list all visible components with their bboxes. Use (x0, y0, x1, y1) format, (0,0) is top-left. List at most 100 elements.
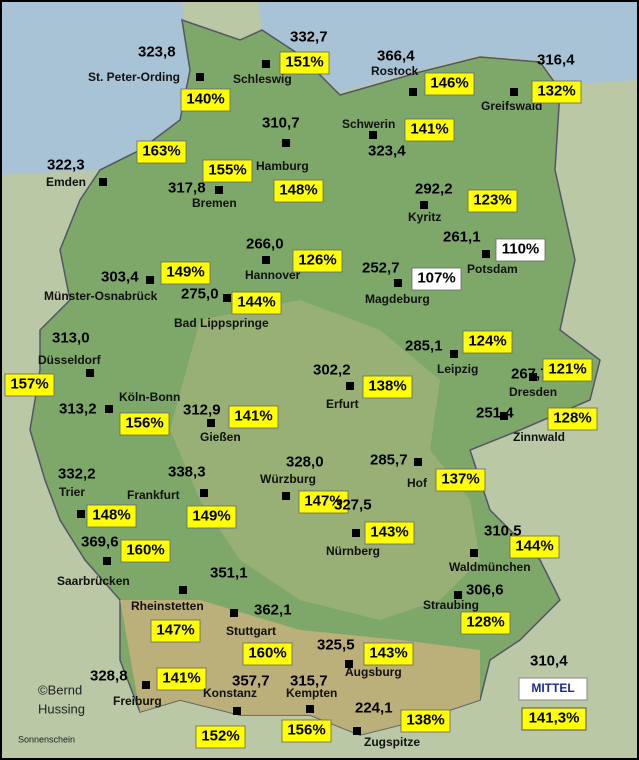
station-marker (99, 178, 107, 186)
station-marker (454, 591, 462, 599)
station-percent: 110% (502, 240, 540, 257)
percent-box (279, 51, 330, 75)
station-marker (207, 419, 215, 427)
station-hours: 369,6 (81, 533, 119, 550)
station-marker (262, 60, 270, 68)
percent-box (231, 291, 282, 315)
percent-box (509, 535, 560, 559)
station-hours: 251,4 (476, 404, 514, 421)
station-percent: 138% (406, 711, 444, 728)
station-percent: 107% (417, 269, 455, 286)
station-name: Trier (59, 485, 85, 499)
station-percent: 155% (208, 161, 246, 178)
station-name: Würzburg (260, 472, 316, 486)
station-percent: 137% (441, 470, 479, 487)
station-name: Hof (407, 476, 428, 490)
station-hours: 317,8 (168, 179, 206, 196)
labels: 323,8 St. Peter-Ording 140% 332,7 Schleswig 1… (4, 28, 598, 749)
station-name: Saarbrücken (57, 574, 130, 588)
station-percent: 156% (125, 414, 163, 431)
percent-box (362, 375, 413, 399)
credit: ©Bernd (38, 683, 82, 698)
station-name: Greifswald (481, 99, 542, 113)
station-marker (282, 492, 290, 500)
station-hours: 323,8 (138, 43, 176, 60)
station-name: St. Peter-Ording (88, 70, 180, 84)
station-name: Augsburg (345, 665, 402, 679)
percent-box (86, 504, 137, 528)
percent-box (531, 80, 582, 104)
station-hours: 366,4 (377, 47, 415, 64)
station-hours: 313,0 (52, 329, 90, 346)
station-percent: 128% (553, 409, 591, 426)
station-name: Freiburg (113, 694, 162, 708)
percent-box (150, 619, 201, 643)
station-name: Bremen (192, 196, 237, 210)
station-hours: 267,7 (511, 365, 549, 382)
station-marker (230, 609, 238, 617)
station-hours: 327,5 (334, 496, 372, 513)
station-marker (529, 373, 537, 381)
station-name: Hannover (245, 268, 301, 282)
station-percent: 152% (201, 727, 239, 744)
station-marker (142, 681, 150, 689)
station-name: Kempten (286, 686, 337, 700)
station-name: Frankfurt (127, 488, 180, 502)
station-hours: 332,7 (290, 28, 328, 45)
station-hours: 351,1 (210, 564, 248, 581)
station-percent: 149% (192, 507, 230, 524)
station-hours: 332,2 (58, 465, 96, 482)
percent-box (495, 238, 546, 262)
station-marker (306, 705, 314, 713)
station-percent: 138% (368, 377, 406, 394)
station-percent: 124% (468, 332, 506, 349)
station-hours: 328,0 (286, 453, 324, 470)
percent-box (195, 725, 246, 749)
percent-box (435, 468, 486, 492)
alps (120, 600, 480, 735)
percent-box (136, 140, 187, 164)
station-hours: 266,0 (246, 235, 284, 252)
station-percent: 141% (162, 669, 200, 686)
station-hours: 316,4 (537, 51, 575, 68)
station-hours: 315,7 (290, 672, 328, 689)
station-name: Emden (46, 175, 86, 189)
station-percent: 141% (410, 120, 448, 137)
station-percent: 160% (248, 644, 286, 661)
station-name: Zugspitze (364, 735, 420, 749)
station-name: Kyritz (408, 210, 441, 224)
station-hours: 275,0 (181, 285, 219, 302)
station-name: Rheinstetten (131, 599, 204, 613)
mean-hours: 310,4 (530, 652, 568, 669)
station-marker (482, 250, 490, 258)
station-marker (262, 256, 270, 264)
station-percent: 143% (370, 523, 408, 540)
station-percent: 143% (369, 644, 407, 661)
percent-box (228, 405, 279, 429)
station-marker (86, 369, 94, 377)
station-marker (223, 294, 231, 302)
station-hours: 310,5 (484, 522, 522, 539)
percent-box (186, 505, 237, 529)
mean-percent-box (521, 707, 587, 731)
credit: Hussing (38, 702, 85, 717)
station-marker (352, 529, 360, 537)
mean-label: MITTEL (531, 681, 574, 695)
station-marker (369, 131, 377, 139)
percent-box (424, 72, 475, 96)
station-name: Köln-Bonn (119, 390, 180, 404)
mean-box (518, 677, 588, 701)
station-percent: 123% (473, 191, 511, 208)
station-hours: 302,2 (313, 361, 351, 378)
station-percent: 151% (285, 53, 323, 70)
percent-box (156, 667, 207, 691)
station-marker (414, 458, 422, 466)
station-marker (345, 660, 353, 668)
station-name: Nürnberg (326, 544, 380, 558)
station-percent: 160% (126, 541, 164, 558)
station-marker (510, 88, 518, 96)
station-percent: 148% (279, 181, 317, 198)
percent-box (404, 118, 455, 142)
